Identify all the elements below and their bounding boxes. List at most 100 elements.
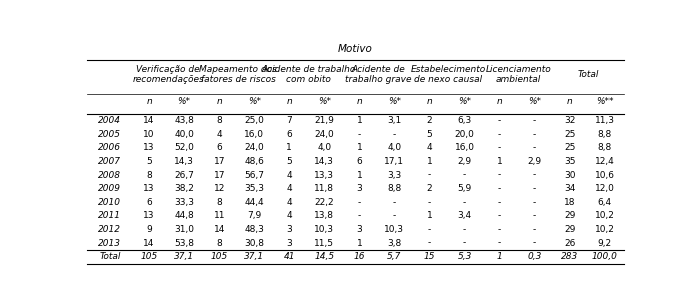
Text: -: - xyxy=(428,171,431,180)
Text: %*: %* xyxy=(458,97,471,106)
Text: 105: 105 xyxy=(141,252,158,261)
Text: 15: 15 xyxy=(423,252,435,261)
Text: 3,4: 3,4 xyxy=(457,211,471,220)
Text: 4: 4 xyxy=(286,198,292,207)
Text: 6: 6 xyxy=(146,198,152,207)
Text: 10,2: 10,2 xyxy=(595,211,615,220)
Text: n: n xyxy=(497,97,502,106)
Text: 2008: 2008 xyxy=(98,171,121,180)
Text: 11,5: 11,5 xyxy=(315,239,334,248)
Text: 6,4: 6,4 xyxy=(597,198,612,207)
Text: 40,0: 40,0 xyxy=(174,130,194,139)
Text: 14: 14 xyxy=(213,225,225,234)
Text: 30: 30 xyxy=(564,171,575,180)
Text: 13,3: 13,3 xyxy=(315,171,334,180)
Text: -: - xyxy=(498,211,501,220)
Text: 2005: 2005 xyxy=(98,130,121,139)
Text: 29: 29 xyxy=(564,225,575,234)
Text: -: - xyxy=(428,225,431,234)
Text: -: - xyxy=(498,171,501,180)
Text: 8: 8 xyxy=(216,239,222,248)
Text: 16: 16 xyxy=(353,252,365,261)
Text: 2: 2 xyxy=(427,184,432,193)
Text: Mapeamento dos
fatores de riscos: Mapeamento dos fatores de riscos xyxy=(200,65,277,84)
Text: 1: 1 xyxy=(427,211,432,220)
Text: -: - xyxy=(498,198,501,207)
Text: n: n xyxy=(146,97,152,106)
Text: 8: 8 xyxy=(146,171,152,180)
Text: 4: 4 xyxy=(286,211,292,220)
Text: 4,0: 4,0 xyxy=(317,143,331,152)
Text: -: - xyxy=(463,225,466,234)
Text: Acidente de
trabalho grave: Acidente de trabalho grave xyxy=(345,65,412,84)
Text: 35,3: 35,3 xyxy=(244,184,264,193)
Text: 3,8: 3,8 xyxy=(387,239,401,248)
Text: 2: 2 xyxy=(427,116,432,125)
Text: 7: 7 xyxy=(286,116,292,125)
Text: 2,9: 2,9 xyxy=(527,157,542,166)
Text: 2004: 2004 xyxy=(98,116,121,125)
Text: -: - xyxy=(533,239,536,248)
Text: 10,3: 10,3 xyxy=(385,225,405,234)
Text: 25: 25 xyxy=(564,130,575,139)
Text: 24,0: 24,0 xyxy=(315,130,334,139)
Text: %*: %* xyxy=(388,97,401,106)
Text: 44,4: 44,4 xyxy=(245,198,264,207)
Text: -: - xyxy=(428,198,431,207)
Text: 48,6: 48,6 xyxy=(245,157,264,166)
Text: n: n xyxy=(216,97,222,106)
Text: -: - xyxy=(463,171,466,180)
Text: 17: 17 xyxy=(213,157,225,166)
Text: 33,3: 33,3 xyxy=(174,198,194,207)
Text: 1: 1 xyxy=(356,116,362,125)
Text: 2009: 2009 xyxy=(98,184,121,193)
Text: Acidente de trabalho
com obito: Acidente de trabalho com obito xyxy=(261,65,356,84)
Text: 8,8: 8,8 xyxy=(387,184,401,193)
Text: -: - xyxy=(463,198,466,207)
Text: -: - xyxy=(498,239,501,248)
Text: -: - xyxy=(498,130,501,139)
Text: 10: 10 xyxy=(143,130,155,139)
Text: 20,0: 20,0 xyxy=(455,130,475,139)
Text: 2011: 2011 xyxy=(98,211,121,220)
Text: 5: 5 xyxy=(146,157,152,166)
Text: 16,0: 16,0 xyxy=(455,143,475,152)
Text: 2006: 2006 xyxy=(98,143,121,152)
Text: 25,0: 25,0 xyxy=(245,116,264,125)
Text: 1: 1 xyxy=(427,157,432,166)
Text: -: - xyxy=(533,225,536,234)
Text: 12,4: 12,4 xyxy=(595,157,615,166)
Text: 1: 1 xyxy=(356,239,362,248)
Text: 0,3: 0,3 xyxy=(527,252,542,261)
Text: 100,0: 100,0 xyxy=(592,252,617,261)
Text: 16,0: 16,0 xyxy=(244,130,264,139)
Text: 35: 35 xyxy=(564,157,575,166)
Text: 37,1: 37,1 xyxy=(244,252,264,261)
Text: 14: 14 xyxy=(143,239,155,248)
Text: 3: 3 xyxy=(356,225,362,234)
Text: 13: 13 xyxy=(143,143,155,152)
Text: %*: %* xyxy=(528,97,541,106)
Text: 34: 34 xyxy=(564,184,575,193)
Text: 17: 17 xyxy=(213,171,225,180)
Text: 56,7: 56,7 xyxy=(244,171,264,180)
Text: 26: 26 xyxy=(564,239,575,248)
Text: 9: 9 xyxy=(146,225,152,234)
Text: 26,7: 26,7 xyxy=(174,171,194,180)
Text: 29: 29 xyxy=(564,211,575,220)
Text: 3,3: 3,3 xyxy=(387,171,401,180)
Text: -: - xyxy=(533,211,536,220)
Text: 1: 1 xyxy=(356,171,362,180)
Text: 11: 11 xyxy=(213,211,225,220)
Text: 14: 14 xyxy=(143,116,155,125)
Text: 37,1: 37,1 xyxy=(174,252,194,261)
Text: 25: 25 xyxy=(564,143,575,152)
Text: -: - xyxy=(498,143,501,152)
Text: 4: 4 xyxy=(286,171,292,180)
Text: 48,3: 48,3 xyxy=(245,225,264,234)
Text: -: - xyxy=(533,130,536,139)
Text: 4: 4 xyxy=(427,143,432,152)
Text: 13: 13 xyxy=(143,211,155,220)
Text: -: - xyxy=(358,130,361,139)
Text: Total: Total xyxy=(99,252,121,261)
